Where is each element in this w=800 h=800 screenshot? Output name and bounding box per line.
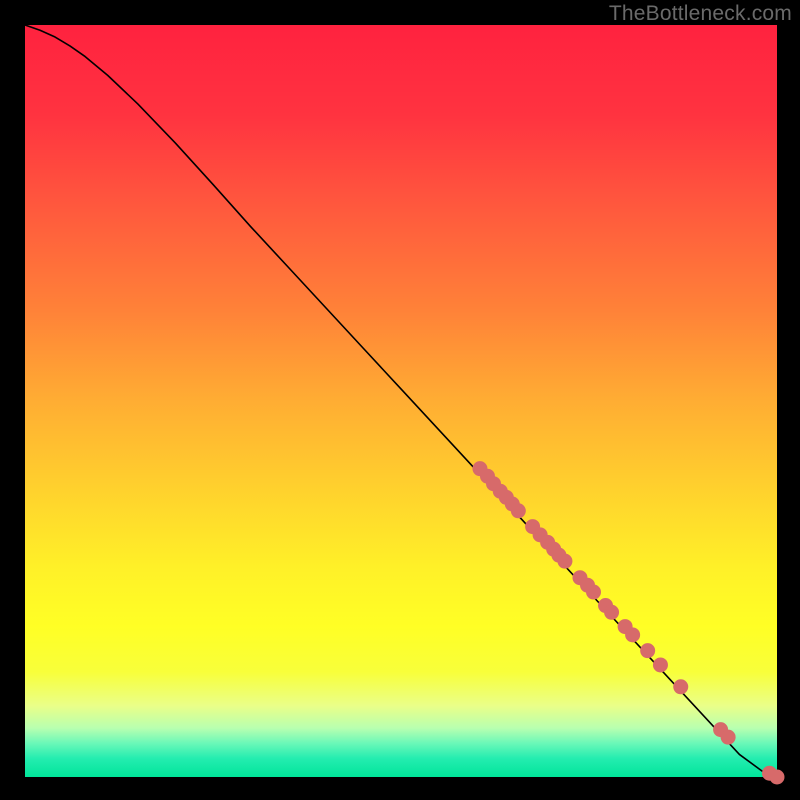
data-point xyxy=(640,643,655,658)
data-point xyxy=(673,679,688,694)
data-point xyxy=(770,770,785,785)
data-point xyxy=(511,503,526,518)
data-point xyxy=(721,730,736,745)
watermark-label: TheBottleneck.com xyxy=(609,2,792,26)
data-point xyxy=(653,657,668,672)
bottleneck-chart xyxy=(0,0,800,800)
data-point xyxy=(557,554,572,569)
chart-container: TheBottleneck.com xyxy=(0,0,800,800)
data-point xyxy=(586,585,601,600)
data-point xyxy=(625,627,640,642)
data-point xyxy=(604,605,619,620)
